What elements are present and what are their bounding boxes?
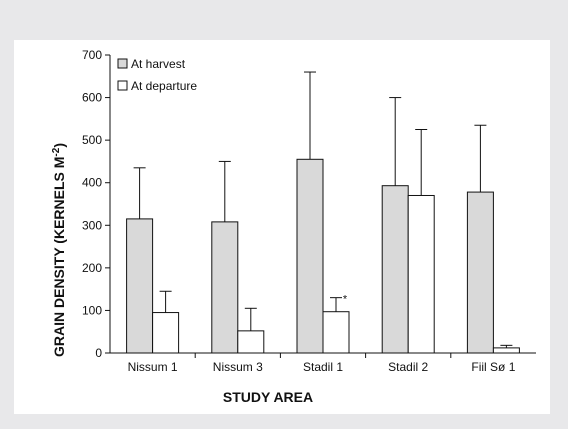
bar xyxy=(152,312,180,354)
bars-layer: * xyxy=(126,71,520,354)
legend-label: At departure xyxy=(131,79,197,93)
bar xyxy=(381,185,409,354)
y-axis-title-superscript: -2 xyxy=(51,147,62,156)
x-axis-title: STUDY AREA xyxy=(223,389,313,405)
legend: At harvest At departure xyxy=(117,57,197,93)
y-axis-title-close: ) xyxy=(51,143,67,148)
legend-label: At harvest xyxy=(131,57,186,71)
bar xyxy=(466,191,494,354)
bar xyxy=(126,218,154,354)
legend-swatch xyxy=(117,80,128,91)
y-tick-label: 200 xyxy=(82,261,102,275)
significance-marker: * xyxy=(343,294,348,306)
x-tick-label: Stadil 1 xyxy=(303,360,343,374)
legend-swatch xyxy=(117,58,128,69)
ticks-layer: 0 100 200 300 400 500 600 700 Nissum 1 Nissum 3 St… xyxy=(82,48,516,374)
y-tick-label: 700 xyxy=(82,48,102,62)
y-tick-label: 0 xyxy=(95,346,102,360)
y-tick-label: 500 xyxy=(82,133,102,147)
y-tick-label: 100 xyxy=(82,303,102,317)
y-tick-label: 300 xyxy=(82,218,102,232)
x-tick-label: Stadil 2 xyxy=(388,360,428,374)
x-tick-label: Nissum 3 xyxy=(213,360,263,374)
bar xyxy=(211,221,239,354)
bar xyxy=(407,194,435,354)
y-axis-title: GRAIN DENSITY (KERNELS M-2) xyxy=(51,143,67,357)
chart-panel: * 0 100 200 300 400 500 600 700 Nissum 1 Nissum 3… xyxy=(14,40,550,414)
bar xyxy=(237,330,265,354)
y-axis-title-main: GRAIN DENSITY (KERNELS M xyxy=(51,157,67,357)
bar xyxy=(322,311,350,354)
axes-layer xyxy=(109,55,536,354)
bar-chart: * 0 100 200 300 400 500 600 700 Nissum 1 Nissum 3… xyxy=(51,48,536,405)
y-tick-label: 600 xyxy=(82,91,102,105)
x-tick-label: Fiil Sø 1 xyxy=(471,360,515,374)
bar xyxy=(492,347,520,354)
x-tick-label: Nissum 1 xyxy=(128,360,178,374)
y-tick-label: 400 xyxy=(82,176,102,190)
bar xyxy=(296,158,324,354)
